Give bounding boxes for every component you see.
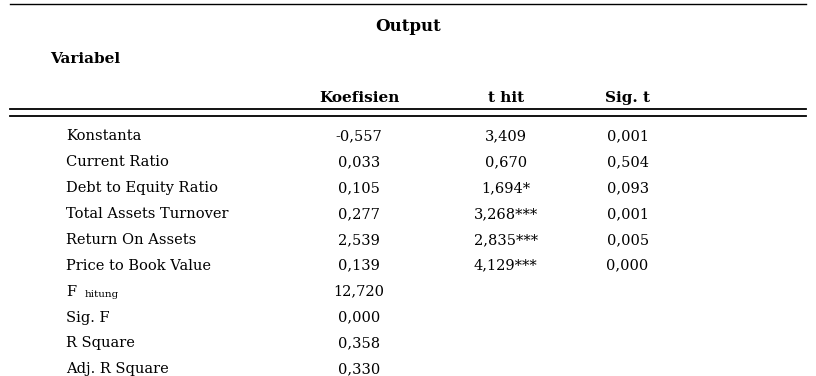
Text: Price to Book Value: Price to Book Value — [66, 259, 211, 273]
Text: 3,409: 3,409 — [485, 129, 526, 143]
Text: 1,694*: 1,694* — [481, 181, 530, 195]
Text: 0,093: 0,093 — [606, 181, 649, 195]
Text: 3,268***: 3,268*** — [473, 207, 538, 221]
Text: Sig. t: Sig. t — [605, 91, 650, 105]
Text: 0,000: 0,000 — [338, 311, 380, 324]
Text: hitung: hitung — [84, 290, 118, 299]
Text: 12,720: 12,720 — [334, 285, 384, 299]
Text: -0,557: -0,557 — [336, 129, 383, 143]
Text: 0,005: 0,005 — [606, 233, 649, 247]
Text: 0,139: 0,139 — [339, 259, 380, 273]
Text: Return On Assets: Return On Assets — [66, 233, 197, 247]
Text: 0,000: 0,000 — [606, 259, 649, 273]
Text: 4,129***: 4,129*** — [474, 259, 538, 273]
Text: Sig. F: Sig. F — [66, 311, 110, 324]
Text: Debt to Equity Ratio: Debt to Equity Ratio — [66, 181, 219, 195]
Text: t hit: t hit — [487, 91, 524, 105]
Text: 0,033: 0,033 — [338, 155, 380, 169]
Text: 0,001: 0,001 — [606, 207, 649, 221]
Text: 0,330: 0,330 — [338, 362, 380, 376]
Text: Adj. R Square: Adj. R Square — [66, 362, 169, 376]
Text: 0,105: 0,105 — [339, 181, 380, 195]
Text: Output: Output — [375, 18, 441, 35]
Text: 0,504: 0,504 — [606, 155, 649, 169]
Text: 2,835***: 2,835*** — [473, 233, 538, 247]
Text: R Square: R Square — [66, 337, 135, 350]
Text: Total Assets Turnover: Total Assets Turnover — [66, 207, 229, 221]
Text: Current Ratio: Current Ratio — [66, 155, 170, 169]
Text: Konstanta: Konstanta — [66, 129, 142, 143]
Text: F: F — [66, 285, 77, 299]
Text: 0,001: 0,001 — [606, 129, 649, 143]
Text: 0,358: 0,358 — [338, 337, 380, 350]
Text: 0,670: 0,670 — [485, 155, 526, 169]
Text: Koefisien: Koefisien — [319, 91, 399, 105]
Text: 0,277: 0,277 — [339, 207, 380, 221]
Text: Variabel: Variabel — [50, 52, 120, 66]
Text: 2,539: 2,539 — [339, 233, 380, 247]
